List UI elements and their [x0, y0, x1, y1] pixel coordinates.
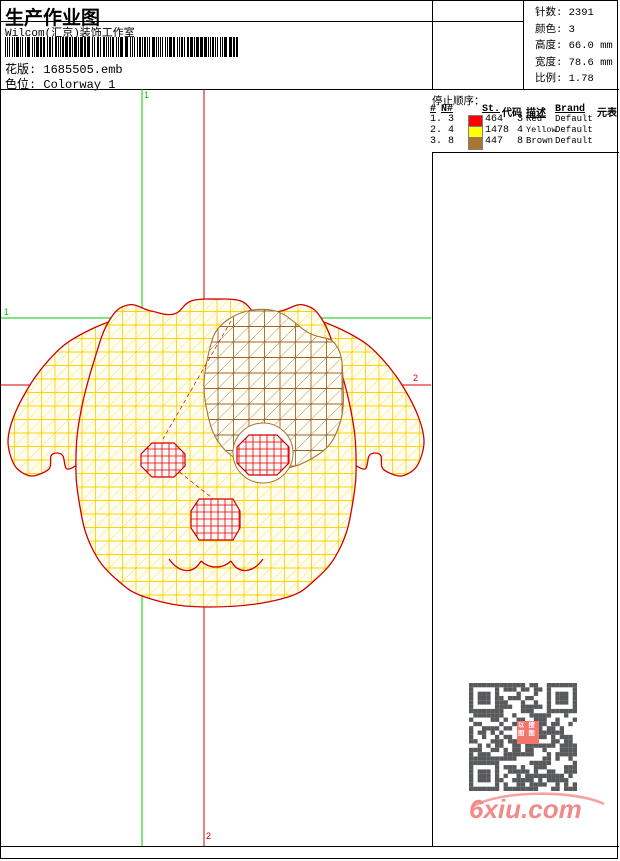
svg-text:2: 2: [413, 373, 418, 383]
svg-text:1: 1: [144, 90, 149, 100]
svg-text:1: 1: [4, 307, 9, 317]
svg-text:2: 2: [206, 831, 211, 841]
